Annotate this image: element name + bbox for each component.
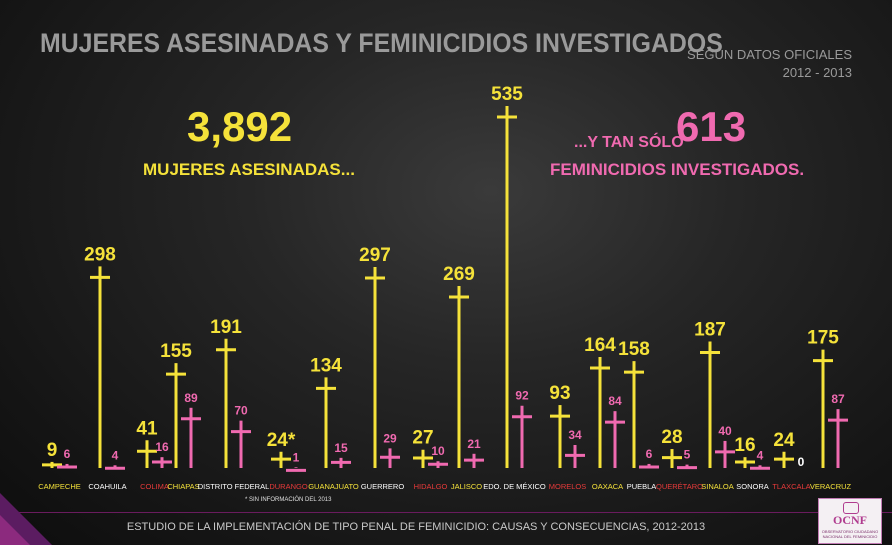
subtitle-source: SEGÚN DATOS OFICIALES <box>687 47 852 62</box>
state-label-13: PUEBLA <box>627 482 657 491</box>
state-label-17: TLAXCALA <box>772 482 810 491</box>
logo-subtext: OBSERVATORIO CIUDADANO NACIONAL DEL FEMI… <box>821 529 879 539</box>
subtitle-period: 2012 - 2013 <box>782 65 852 80</box>
murders-mark-value-label-9: 269 <box>443 264 475 285</box>
state-label-5: DURANGO <box>269 482 308 491</box>
state-label-9: JALISCO <box>451 482 482 491</box>
feminicides-mark-value-label-1: 4 <box>112 448 119 462</box>
murders-mark-value-label-17: 24 <box>773 430 795 451</box>
total-murders-caption: MUJERES ASESINADAS... <box>143 160 355 179</box>
state-label-16: SONORA <box>736 482 769 491</box>
ocnf-logo: OCNF OBSERVATORIO CIUDADANO NACIONAL DEL… <box>818 498 882 544</box>
footer-text: ESTUDIO DE LA IMPLEMENTACIÓN DE TIPO PEN… <box>126 521 706 533</box>
state-label-18: VERACRUZ <box>810 482 852 491</box>
state-label-1: COAHUILA <box>88 482 126 491</box>
state-label-6: GUANAJUATO <box>308 482 359 491</box>
murders-mark-value-label-16: 16 <box>734 435 755 456</box>
feminicides-mark-value-label-9: 21 <box>467 437 481 451</box>
feminicides-mark-value-label-18: 87 <box>831 392 845 406</box>
feminicides-mark-value-label-8: 10 <box>431 444 445 458</box>
feminicides-mark-value-label-17: 0 <box>798 455 805 469</box>
footer-divider <box>0 512 892 513</box>
state-label-15: SINALOA <box>701 482 734 491</box>
state-label-11: MORELOS <box>549 482 587 491</box>
murders-mark-value-label-11: 93 <box>549 383 570 404</box>
murders-mark-value-label-10: 535 <box>491 84 523 105</box>
state-label-12: OAXACA <box>592 482 623 491</box>
state-label-0: CAMPECHE <box>38 482 81 491</box>
murders-mark-value-label-5: 24* <box>267 430 296 451</box>
feminicides-mark-value-label-3: 89 <box>184 391 198 405</box>
state-label-8: HIDALGO <box>414 482 448 491</box>
murders-mark-value-label-13: 158 <box>618 339 650 360</box>
murders-mark-value-label-7: 297 <box>359 245 391 266</box>
murders-mark-value-label-18: 175 <box>807 328 839 349</box>
total-feminicides-caption: FEMINICIDIOS INVESTIGADOS. <box>550 160 805 179</box>
murders-mark-value-label-15: 187 <box>694 319 726 340</box>
murders-mark-value-label-12: 164 <box>584 335 616 356</box>
subtitle: SEGÚN DATOS OFICIALES 2012 - 2013 <box>687 46 852 82</box>
logo-seal-icon <box>843 502 859 514</box>
feminicides-mark-value-label-14: 5 <box>684 448 691 462</box>
logo-name: OCNF <box>833 513 867 527</box>
feminicides-mark-value-label-0: 6 <box>64 447 71 461</box>
feminicides-prefix: ...Y TAN SÓLO <box>574 134 684 151</box>
state-label-14: QUERÉTARO <box>656 482 703 491</box>
feminicides-mark-value-label-6: 15 <box>334 441 348 455</box>
total-murders-number: 3,892 <box>187 103 293 150</box>
murders-mark-value-label-1: 298 <box>84 244 116 265</box>
feminicides-mark-value-label-13: 6 <box>646 447 653 461</box>
murders-mark-value-label-0: 9 <box>47 440 58 461</box>
footnote: * SIN INFORMACIÓN DEL 2013 <box>245 497 332 503</box>
state-label-4: DISTRITO FEDERAL <box>198 482 270 491</box>
murders-mark-value-label-8: 27 <box>412 428 433 449</box>
murders-mark-value-label-6: 134 <box>310 355 342 376</box>
murders-mark-value-label-4: 191 <box>210 317 242 338</box>
feminicides-mark-value-label-12: 84 <box>608 394 622 408</box>
murders-mark-value-label-2: 41 <box>136 418 158 439</box>
feminicides-mark-value-label-11: 34 <box>568 428 582 442</box>
feminicides-mark-value-label-15: 40 <box>718 424 732 438</box>
murders-mark-value-label-3: 155 <box>160 341 192 362</box>
feminicides-mark-value-label-10: 92 <box>515 389 529 403</box>
state-label-10: EDO. DE MÉXICO <box>483 482 546 491</box>
murders-mark-value-label-14: 28 <box>661 427 682 448</box>
feminicides-mark-value-label-4: 70 <box>234 404 248 418</box>
page-title: MUJERES ASESINADAS Y FEMINICIDIOS INVEST… <box>40 28 723 58</box>
feminicides-mark-value-label-5: 1 <box>293 450 300 464</box>
state-label-2: COLIMA <box>140 482 169 491</box>
state-label-7: GUERRERO <box>361 482 405 491</box>
total-feminicides-number: 613 <box>676 103 747 150</box>
state-label-3: CHIAPAS <box>167 482 199 491</box>
feminicides-mark-value-label-7: 29 <box>383 431 397 445</box>
feminicides-mark-value-label-2: 16 <box>155 440 169 454</box>
feminicides-mark-value-label-16: 4 <box>757 448 764 462</box>
corner-decoration-inner <box>0 515 30 545</box>
